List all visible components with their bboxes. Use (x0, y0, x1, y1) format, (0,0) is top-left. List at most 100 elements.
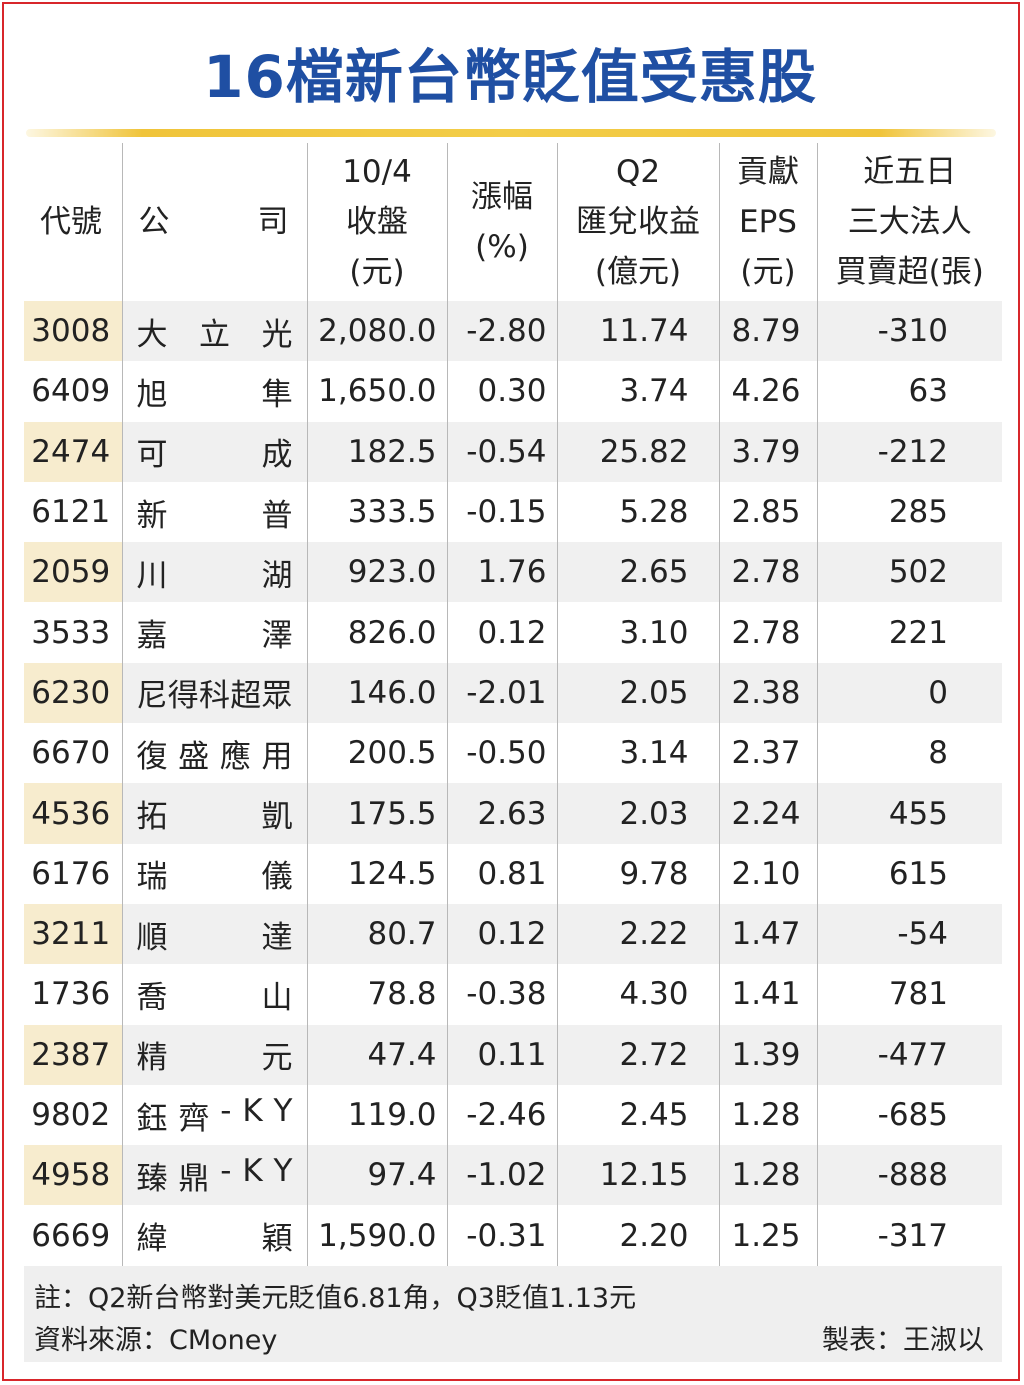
cell-fx-gain: 3.14 (556, 723, 719, 784)
cell-company: 喬山 (121, 964, 307, 1025)
company-char: 立 (199, 316, 230, 353)
header-fx-gain-line: (億元) (594, 254, 682, 290)
cell-eps: 1.47 (718, 903, 817, 965)
company-char: 旭 (136, 376, 168, 413)
company-char: 尼 (136, 678, 168, 715)
header-eps-line: (元) (740, 254, 796, 290)
cell-eps: 4.26 (718, 361, 817, 422)
cell-close: 175.5 (306, 783, 447, 844)
cell-net: 502 (816, 542, 1002, 603)
table-row: 2474 可成 182.5 -0.54 25.82 3.79 -212 (24, 421, 1002, 482)
cell-net: 615 (816, 843, 1002, 904)
table-row: 6230 尼得科超眾 146.0 -2.01 2.05 2.38 0 (24, 662, 1002, 724)
cell-fx-gain: 2.45 (556, 1084, 719, 1146)
company-char: K (242, 1092, 263, 1129)
company-char: K (242, 1152, 263, 1189)
header-eps-line: 貢獻 (737, 154, 799, 190)
table-row: 1736 喬山 78.8 -0.38 4.30 1.41 781 (24, 964, 1002, 1025)
cell-change: -1.02 (446, 1145, 557, 1206)
cell-fx-gain: 2.65 (556, 542, 719, 603)
table-row: 6121 新普 333.5 -0.15 5.28 2.85 285 (24, 481, 1002, 543)
cell-eps: 1.41 (718, 964, 817, 1025)
footer-source: 資料來源：CMoney (34, 1325, 278, 1356)
cell-change: -0.54 (446, 421, 557, 482)
header-net-line: 近五日 (863, 154, 957, 190)
chart-title: 16檔新台幣貶值受惠股 (203, 43, 817, 111)
header-code: 代號 (40, 204, 102, 240)
cell-eps: 2.78 (718, 542, 817, 603)
cell-change: -0.38 (446, 964, 557, 1025)
cell-code: 4536 (24, 783, 122, 844)
cell-close: 47.4 (306, 1024, 447, 1085)
cell-company: 川湖 (121, 542, 307, 603)
cell-net: -310 (816, 301, 1002, 362)
cell-close: 119.0 (306, 1084, 447, 1146)
company-char: 大 (136, 316, 168, 353)
cell-net: 285 (816, 481, 1002, 543)
header-close: 10/4 收盤 (元) (306, 143, 447, 301)
cell-code: 6176 (31, 855, 111, 892)
table-row: 6176 瑞儀 124.5 0.81 9.78 2.10 615 (24, 843, 1002, 904)
company-char: 精 (136, 1040, 168, 1077)
cell-change: 0.30 (446, 361, 557, 422)
company-char: 川 (136, 557, 168, 594)
company-char: 超 (230, 678, 262, 715)
cell-company: 旭隼 (121, 361, 307, 422)
cell-eps: 2.37 (718, 723, 817, 784)
cell-net: 781 (816, 964, 1002, 1025)
company-char: 應 (219, 738, 251, 775)
cell-change: 2.63 (446, 783, 557, 844)
header-change: 漲幅 (%) (446, 143, 557, 301)
cell-company: 復盛應用 (121, 723, 307, 784)
company-char: 嘉 (136, 618, 168, 655)
header-net-line: 三大法人 (847, 204, 972, 240)
cell-fx-gain: 2.05 (556, 662, 719, 724)
company-char: 澤 (261, 618, 293, 655)
cell-company: 可成 (121, 421, 307, 482)
cell-close: 146.0 (306, 662, 447, 724)
header-close-line: 收盤 (346, 204, 408, 240)
cell-code: 2474 (24, 421, 122, 482)
company-char: 穎 (261, 1221, 293, 1258)
header-fx-gain: Q2 匯兌收益 (億元) (556, 143, 719, 301)
cell-code: 6121 (31, 494, 111, 531)
company-char: 山 (261, 979, 293, 1016)
header-eps: 貢獻 EPS (元) (718, 143, 817, 301)
header-row: 代號 公 司 10/4 收盤 (元) 漲幅 (%) Q2 (24, 143, 1002, 301)
cell-net: 63 (816, 361, 1002, 422)
header-close-line: 10/4 (342, 154, 412, 190)
cell-eps: 2.38 (718, 662, 817, 724)
company-char: 鼎 (178, 1160, 210, 1197)
header-fx-gain-line: Q2 (615, 154, 661, 190)
cell-code: 6409 (31, 373, 111, 410)
cell-net: -685 (816, 1084, 1002, 1146)
header-change-line: (%) (475, 229, 529, 265)
cell-change: -2.46 (446, 1084, 557, 1146)
company-char: 普 (261, 497, 293, 534)
company-char: 復 (136, 738, 168, 775)
company-char: 齊 (178, 1100, 210, 1137)
company-char: 盛 (178, 738, 210, 775)
footer-note: 註：Q2新台幣對美元貶值6.81角，Q3貶值1.13元 (34, 1283, 637, 1314)
cell-code: 6670 (31, 735, 111, 772)
cell-fx-gain: 3.10 (556, 602, 719, 663)
cell-eps: 2.24 (718, 783, 817, 844)
cell-change: -2.01 (446, 662, 557, 724)
company-char: 臻 (136, 1160, 168, 1197)
company-char: 緯 (136, 1221, 168, 1258)
cell-code: 3211 (24, 903, 122, 965)
cell-change: -0.31 (446, 1205, 557, 1266)
cell-change: 0.81 (446, 843, 557, 904)
cell-fx-gain: 2.22 (556, 903, 719, 965)
cell-fx-gain: 5.28 (556, 481, 719, 543)
company-char: 元 (261, 1040, 293, 1077)
cell-code: 3533 (31, 614, 111, 651)
cell-code: 2059 (24, 542, 122, 603)
company-char: 湖 (261, 557, 293, 594)
company-char: 拓 (136, 799, 168, 836)
cell-net: 8 (816, 723, 1002, 784)
table-row: 2387 精元 47.4 0.11 2.72 1.39 -477 (24, 1024, 1002, 1085)
header-change-line: 漲幅 (471, 179, 533, 215)
cell-fx-gain: 2.03 (556, 783, 719, 844)
company-char: 眾 (261, 678, 293, 715)
